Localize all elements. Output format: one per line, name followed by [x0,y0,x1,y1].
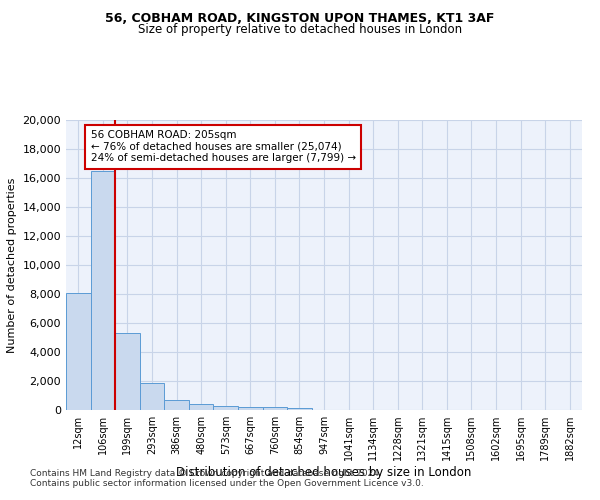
Bar [287,408,312,410]
Y-axis label: Number of detached properties: Number of detached properties [7,178,17,352]
X-axis label: Distribution of detached houses by size in London: Distribution of detached houses by size … [176,466,472,479]
Bar [140,383,164,410]
Text: Size of property relative to detached houses in London: Size of property relative to detached ho… [138,22,462,36]
Bar [164,400,189,410]
Bar [214,406,238,410]
Bar [238,407,263,410]
Bar [189,404,214,410]
Text: Contains public sector information licensed under the Open Government Licence v3: Contains public sector information licen… [30,478,424,488]
Bar [66,292,91,410]
Bar [263,407,287,410]
Bar [115,333,140,410]
Text: 56, COBHAM ROAD, KINGSTON UPON THAMES, KT1 3AF: 56, COBHAM ROAD, KINGSTON UPON THAMES, K… [106,12,494,26]
Text: Contains HM Land Registry data © Crown copyright and database right 2024.: Contains HM Land Registry data © Crown c… [30,468,382,477]
Text: 56 COBHAM ROAD: 205sqm
← 76% of detached houses are smaller (25,074)
24% of semi: 56 COBHAM ROAD: 205sqm ← 76% of detached… [91,130,356,164]
Bar [91,171,115,410]
